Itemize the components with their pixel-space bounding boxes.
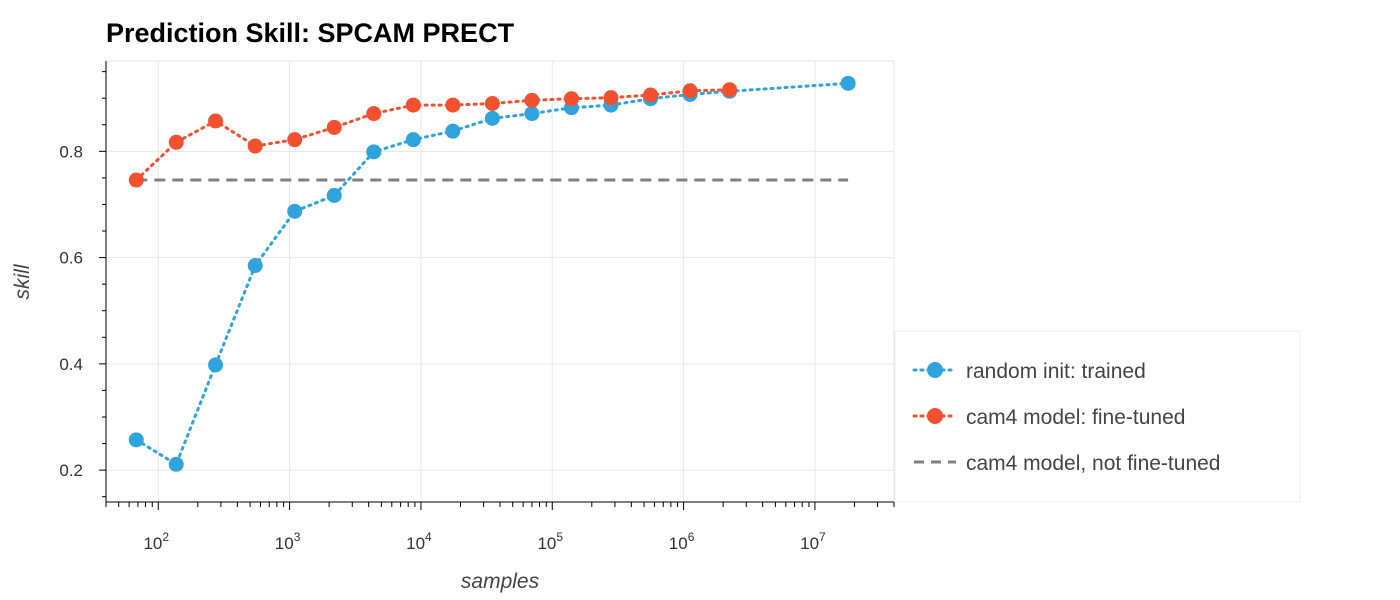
data-point-cam4-model-fine-tuned [603, 90, 619, 106]
x-tick-label: 106 [669, 530, 695, 553]
x-tick-exponent: 7 [819, 530, 826, 544]
x-tick-exponent: 4 [425, 530, 432, 544]
data-point-cam4-model-fine-tuned [722, 82, 738, 98]
x-axis-label: samples [461, 570, 540, 593]
legend-swatch-marker-random-init-trained [927, 362, 943, 378]
data-point-cam4-model-fine-tuned [484, 96, 500, 112]
data-point-cam4-model-fine-tuned [405, 97, 421, 113]
legend-label: cam4 model, not fine-tuned [966, 452, 1220, 475]
y-tick-label: 0.6 [59, 249, 83, 268]
chart-title: Prediction Skill: SPCAM PRECT [106, 18, 515, 48]
x-tick-base: 10 [143, 534, 162, 553]
x-tick-exponent: 5 [556, 530, 563, 544]
y-tick-label: 0.4 [59, 355, 83, 374]
data-point-cam4-model-fine-tuned [168, 134, 184, 150]
x-tick-label: 104 [406, 530, 432, 553]
data-point-cam4-model-fine-tuned [524, 92, 540, 108]
data-point-random-init-trained [326, 187, 342, 203]
data-point-cam4-model-fine-tuned [643, 87, 659, 103]
legend-swatch-marker-cam4-model-fine-tuned [927, 408, 943, 424]
x-tick-exponent: 6 [688, 530, 695, 544]
legend-label: cam4 model: fine-tuned [966, 406, 1185, 429]
data-point-cam4-model-fine-tuned [563, 91, 579, 107]
x-tick-base: 10 [406, 534, 425, 553]
data-point-random-init-trained [445, 123, 461, 139]
grid [106, 61, 894, 502]
data-point-random-init-trained [168, 456, 184, 472]
x-tick-exponent: 3 [294, 530, 301, 544]
series-line-cam4-model-fine-tuned [134, 88, 732, 182]
y-tick-label: 0.2 [59, 461, 83, 480]
data-point-random-init-trained [128, 432, 144, 448]
legend-label: random init: trained [966, 360, 1146, 383]
data-point-cam4-model-fine-tuned [445, 97, 461, 113]
x-tick-label: 105 [537, 530, 563, 553]
data-point-cam4-model-fine-tuned [366, 106, 382, 122]
x-tick-exponent: 2 [162, 530, 169, 544]
x-tick-label: 103 [275, 530, 301, 553]
y-tick-label: 0.8 [59, 142, 83, 161]
series-line-random-init-trained [134, 81, 850, 467]
data-point-random-init-trained [208, 357, 224, 373]
data-point-random-init-trained [247, 258, 263, 274]
data-point-random-init-trained [840, 75, 856, 91]
x-tick-label: 102 [143, 530, 169, 553]
legend-box [894, 330, 1301, 503]
data-point-cam4-model-fine-tuned [208, 113, 224, 129]
data-point-random-init-trained [366, 144, 382, 160]
x-tick-base: 10 [800, 534, 819, 553]
plot-area [105, 60, 895, 503]
data-point-cam4-model-fine-tuned [682, 83, 698, 99]
data-point-random-init-trained [524, 106, 540, 122]
legend: random init: trained cam4 model: fine-tun… [894, 330, 1301, 503]
data-point-random-init-trained [484, 110, 500, 126]
x-tick-base: 10 [537, 534, 556, 553]
data-point-random-init-trained [405, 132, 421, 148]
data-point-cam4-model-fine-tuned [326, 119, 342, 135]
x-tick-label: 107 [800, 530, 826, 553]
y-axis-label: skill [11, 263, 34, 299]
x-tick-base: 10 [669, 534, 688, 553]
data-point-cam4-model-fine-tuned [287, 132, 303, 148]
data-point-random-init-trained [287, 203, 303, 219]
data-point-cam4-model-fine-tuned [247, 138, 263, 154]
series-layer [128, 75, 856, 472]
data-point-cam4-model-fine-tuned [128, 172, 144, 188]
x-tick-base: 10 [275, 534, 294, 553]
